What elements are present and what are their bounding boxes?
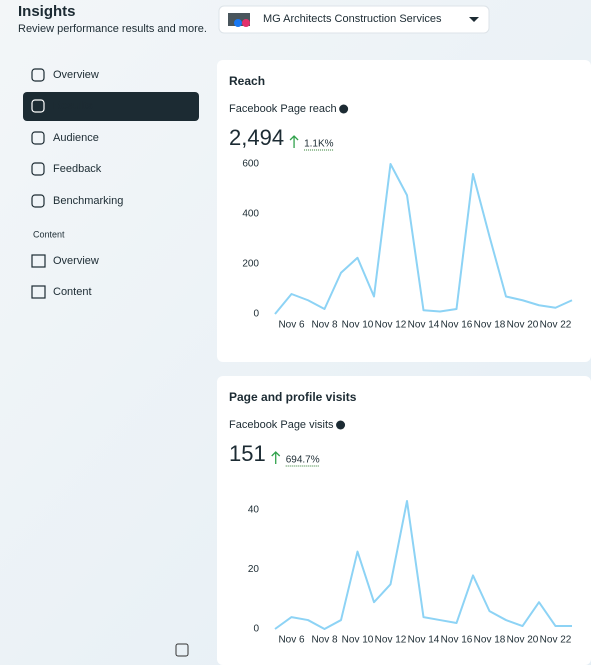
x-tick-label: Nov 10 [342, 320, 374, 331]
x-tick-label: Nov 20 [507, 320, 539, 331]
nav-icon [31, 99, 45, 113]
nav-icon [31, 68, 45, 82]
x-tick-label: Nov 22 [540, 635, 572, 646]
x-tick-label: Nov 16 [441, 320, 473, 331]
x-tick-label: Nov 6 [278, 320, 305, 331]
nav-item[interactable]: Feedback [53, 163, 102, 175]
up-arrow [271, 451, 281, 464]
nav-item[interactable]: Benchmarking [53, 195, 123, 207]
x-tick-label: Nov 10 [342, 635, 374, 646]
nav-icon [31, 162, 45, 176]
nav-section: Content [33, 229, 65, 239]
nav-icon [31, 254, 46, 268]
nav-item[interactable]: Audience [53, 132, 99, 144]
card-title: Page and profile visits [229, 390, 357, 404]
metric-name: Facebook Page reach [229, 103, 337, 115]
page-subtitle: Review performance results and more. [18, 23, 207, 35]
dropdown-arrow[interactable] [469, 17, 479, 22]
nav-item[interactable]: Results [53, 100, 93, 112]
metric-change: 1.1K% [304, 139, 334, 150]
metric-total: 2,494 [229, 125, 284, 150]
y-tick-label: 0 [253, 309, 259, 320]
nav-item[interactable]: Overview [53, 69, 99, 81]
y-tick-label: 200 [242, 259, 259, 270]
x-tick-label: Nov 18 [474, 635, 506, 646]
nav-item[interactable]: Overview [53, 255, 99, 267]
x-tick-label: Nov 14 [408, 635, 440, 646]
active-item-bg [23, 92, 199, 121]
instagram-icon [242, 19, 250, 27]
nav-icon [31, 285, 46, 299]
y-tick-label: 400 [242, 209, 259, 220]
card-title: Reach [229, 74, 265, 88]
x-tick-label: Nov 6 [278, 635, 305, 646]
y-tick-label: 0 [253, 624, 259, 635]
y-tick-label: 40 [248, 505, 260, 516]
collapse-button[interactable] [175, 643, 189, 657]
x-tick-label: Nov 8 [311, 320, 338, 331]
x-tick-label: Nov 8 [311, 635, 338, 646]
facebook-icon [234, 19, 242, 27]
x-tick-label: Nov 12 [375, 635, 407, 646]
nav-item[interactable]: Content [53, 286, 92, 298]
metric-name: Facebook Page visits [229, 419, 334, 431]
line-series [274, 499, 572, 630]
page-title: Insights [18, 3, 76, 20]
x-tick-label: Nov 18 [474, 320, 506, 331]
account-dropdown[interactable] [218, 5, 490, 34]
x-tick-label: Nov 14 [408, 320, 440, 331]
info-icon[interactable] [336, 420, 346, 430]
y-tick-label: 20 [248, 564, 260, 575]
nav-icon [31, 194, 45, 208]
info-icon[interactable] [339, 104, 349, 114]
x-tick-label: Nov 16 [441, 635, 473, 646]
nav-icon [31, 131, 45, 145]
line-series [274, 163, 573, 315]
up-arrow [289, 135, 299, 148]
card [217, 60, 591, 362]
y-tick-label: 600 [242, 159, 259, 170]
x-tick-label: Nov 22 [540, 320, 572, 331]
metric-change: 694.7% [286, 455, 320, 466]
metric-total: 151 [229, 441, 266, 466]
account-name[interactable]: MG Architects Construction Services [263, 13, 442, 25]
x-tick-label: Nov 20 [507, 635, 539, 646]
x-tick-label: Nov 12 [375, 320, 407, 331]
